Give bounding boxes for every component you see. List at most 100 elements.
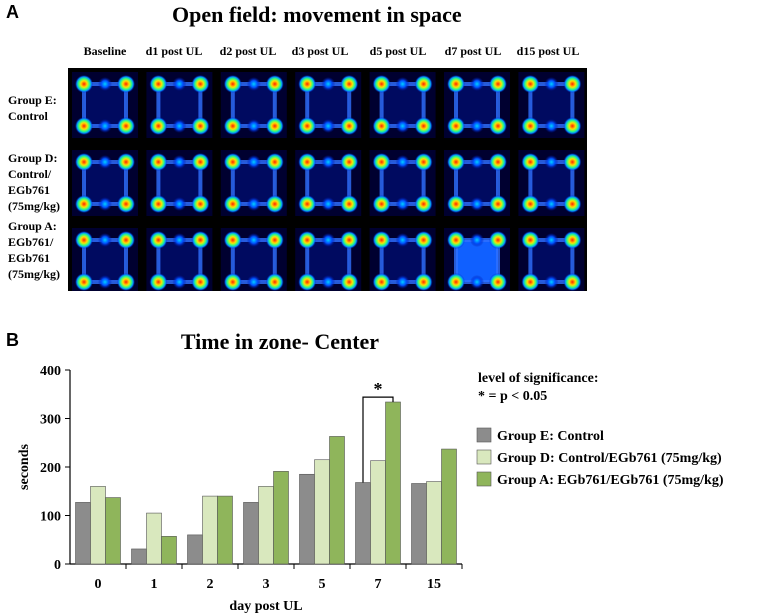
- heatmap-hotspot: [191, 117, 210, 135]
- heatmap-hotspot: [489, 75, 507, 93]
- heatmap-hotspot: [414, 117, 433, 135]
- heatmap-edge-glow: [246, 233, 261, 247]
- heatmap-hotspot: [372, 195, 391, 213]
- legend-swatch: [476, 427, 492, 443]
- heatmap-hotspot: [149, 195, 168, 213]
- heatmap-hotspot: [563, 153, 582, 171]
- heatmap-hotspot: [414, 153, 433, 171]
- x-tick-label: 7: [375, 577, 382, 592]
- heatmap-edge-glow: [172, 155, 187, 169]
- heatmap-edge-glow: [321, 233, 336, 247]
- bar: [273, 471, 289, 565]
- bar: [385, 401, 401, 565]
- y-axis-label: seconds: [17, 444, 32, 490]
- heatmap-hotspot: [149, 117, 168, 135]
- heatmap-column-label: d2 post UL: [219, 44, 277, 58]
- significance-legend: * = p < 0.05: [478, 389, 548, 404]
- heatmap-edge-glow: [321, 119, 336, 133]
- x-tick-label: 15: [427, 577, 441, 592]
- heatmap-edge-glow: [544, 197, 559, 211]
- heatmap-hotspot: [298, 273, 317, 291]
- heatmap-hotspot: [117, 273, 135, 291]
- x-axis-label: day post UL: [229, 599, 302, 614]
- heatmap-tile: [518, 150, 585, 216]
- heatmap-hotspot: [191, 153, 210, 171]
- heatmap-column-label: d3 post UL: [291, 44, 349, 58]
- bar: [105, 497, 121, 565]
- heatmap-hotspot: [447, 231, 465, 249]
- heatmap-hotspot: [489, 273, 507, 291]
- heatmap-hotspot: [447, 153, 465, 171]
- legend-swatch: [476, 449, 492, 465]
- heatmap-hotspot: [340, 75, 359, 93]
- heatmap-hotspot: [298, 117, 317, 135]
- heatmap-column-label: d5 post UL: [369, 44, 427, 58]
- heatmap-hotspot: [75, 153, 93, 171]
- heatmap-edge-glow: [172, 197, 187, 211]
- heatmap-column-label: Baseline: [83, 44, 127, 58]
- heatmap-hotspot: [191, 231, 210, 249]
- heatmap-edge-glow: [395, 77, 410, 91]
- heatmap-hotspot: [414, 231, 433, 249]
- heatmap-hotspot: [372, 117, 391, 135]
- heatmap-tile: [518, 72, 585, 138]
- heatmap-hotspot: [414, 195, 433, 213]
- heatmap-hotspot: [563, 75, 582, 93]
- panel-b-letter: B: [6, 330, 19, 350]
- heatmap-hotspot: [521, 273, 540, 291]
- heatmap-hotspot: [563, 117, 582, 135]
- heatmap-hotspot: [340, 195, 359, 213]
- heatmap-hotspot: [298, 231, 317, 249]
- y-tick-label: 200: [40, 461, 61, 476]
- heatmap-hotspot: [447, 273, 465, 291]
- heatmap-tile: [369, 72, 436, 138]
- heatmap-edge-glow: [172, 119, 187, 133]
- heatmap-hotspot: [521, 153, 540, 171]
- heatmap-edge-glow: [98, 155, 112, 169]
- heatmap-hotspot: [372, 75, 391, 93]
- heatmap-hotspot: [447, 117, 465, 135]
- heatmap-hotspot: [372, 231, 391, 249]
- heatmap-edge-glow: [98, 119, 112, 133]
- panel-a-letter: A: [6, 2, 19, 22]
- bar: [243, 502, 259, 565]
- heatmap-row-label-line: Group E:: [8, 93, 57, 107]
- heatmap-row-label: Group D: Control/EGb761 (75mg/kg): [8, 150, 60, 214]
- heatmap-hotspot: [191, 75, 210, 93]
- heatmap-tile: [518, 228, 585, 291]
- y-tick-label: 400: [40, 364, 61, 379]
- significance-marker: *: [374, 379, 383, 399]
- heatmap-hotspot: [265, 273, 284, 291]
- bar: [146, 512, 162, 565]
- heatmap-tile: [295, 72, 362, 138]
- heatmap-hotspot: [75, 75, 93, 93]
- heatmap-row-label-line: EGb761/: [8, 235, 54, 249]
- panel-a-title: Open field: movement in space: [172, 2, 462, 27]
- bar: [90, 486, 106, 565]
- heatmap-hotspot: [265, 153, 284, 171]
- heatmap-hotspot: [75, 231, 93, 249]
- heatmap-edge-glow: [395, 155, 410, 169]
- chart-title: Time in zone- Center: [181, 329, 379, 354]
- heatmap-tile: [72, 228, 138, 291]
- heatmap-hotspot: [149, 75, 168, 93]
- heatmap-edge-glow: [321, 77, 336, 91]
- heatmap-hotspot: [265, 75, 284, 93]
- heatmap-hotspot: [149, 153, 168, 171]
- heatmap-row-label-line: EGb761: [8, 183, 51, 197]
- heatmap-column-label: d15 post UL: [516, 44, 580, 58]
- heatmap-hotspot: [489, 231, 507, 249]
- x-tick-label: 2: [207, 577, 214, 592]
- bar: [441, 448, 457, 565]
- heatmap-edge-glow: [246, 119, 261, 133]
- bar: [314, 459, 330, 565]
- heatmap-edge-glow: [246, 197, 261, 211]
- heatmap-svg: [72, 72, 585, 291]
- heatmap-hotspot: [75, 195, 93, 213]
- x-tick-label: 0: [95, 577, 102, 592]
- heatmap-row-label-line: EGb761: [8, 251, 51, 265]
- heatmap-hotspot: [521, 195, 540, 213]
- heatmap-hotspot: [340, 153, 359, 171]
- heatmap-edge-glow: [470, 77, 484, 91]
- heatmap-edge-glow: [544, 233, 559, 247]
